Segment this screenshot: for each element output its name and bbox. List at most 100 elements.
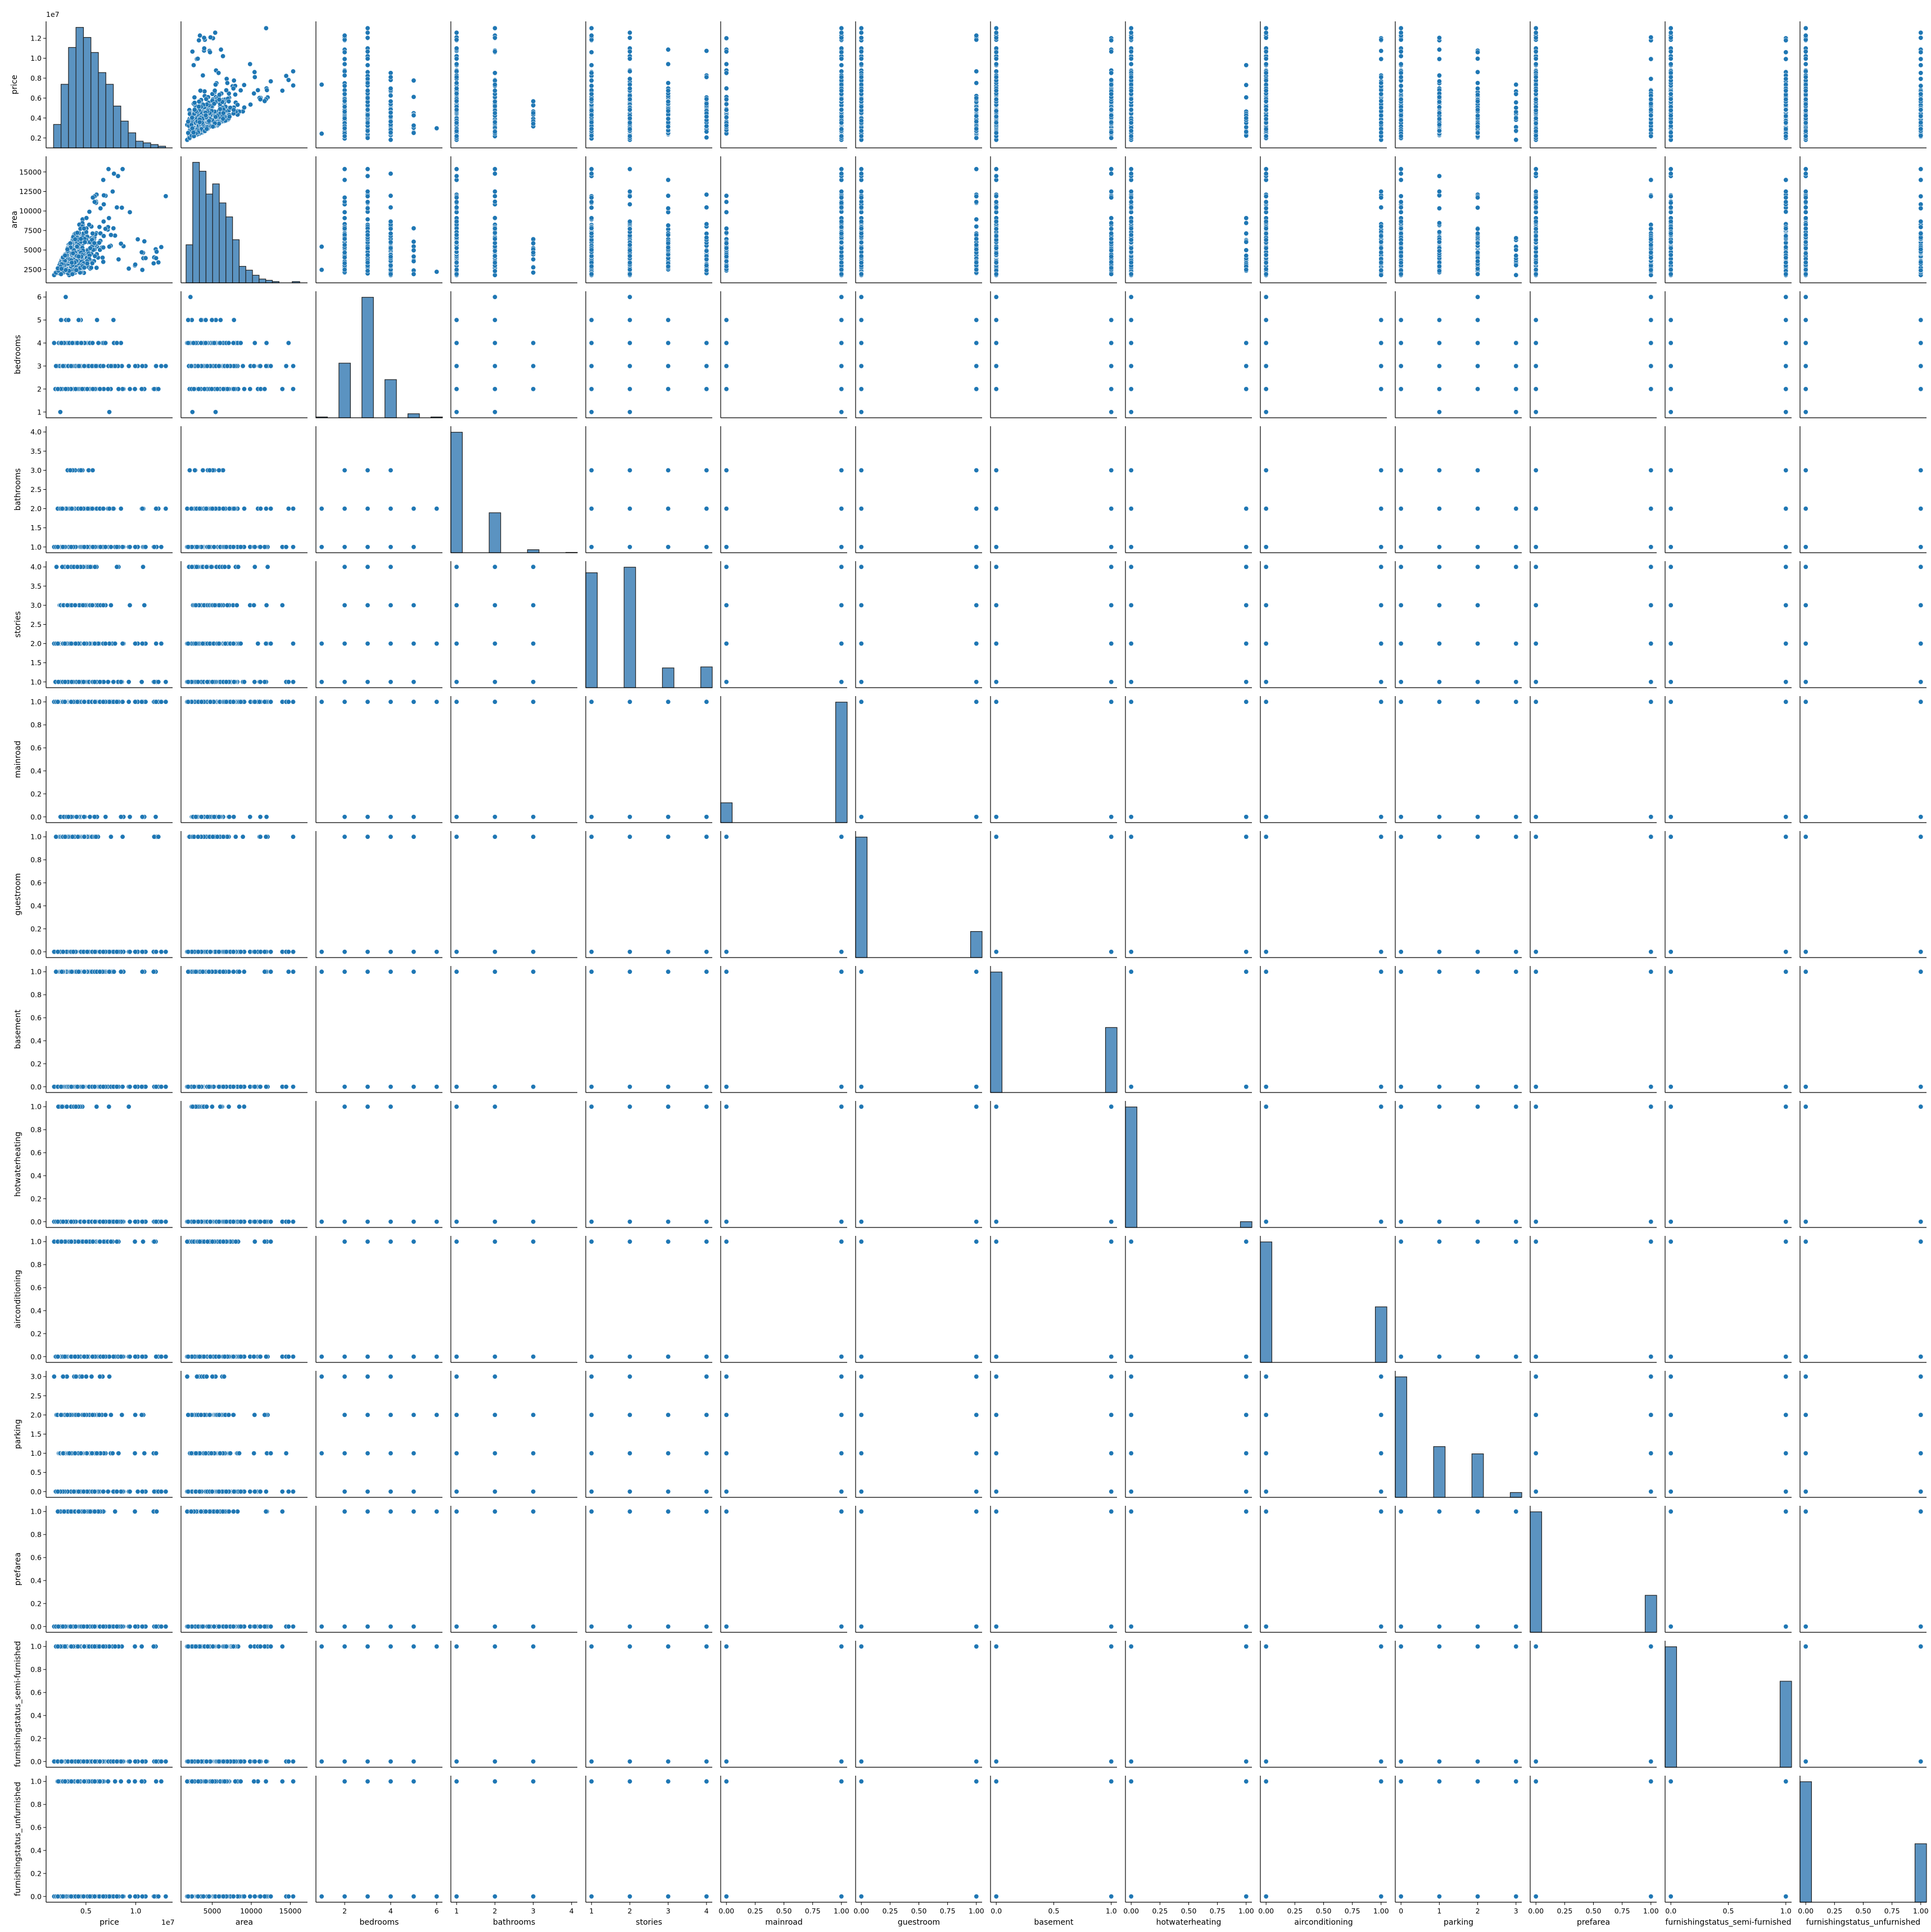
scatter-point [67, 241, 73, 246]
scatter-point [212, 82, 218, 88]
scatter-point [119, 205, 125, 210]
scatter-point [388, 74, 394, 80]
scatter-point [839, 127, 844, 132]
scatter-point [1378, 56, 1384, 62]
scatter-point [1533, 133, 1539, 138]
scatter-point [106, 215, 112, 221]
scatter-point [1378, 120, 1384, 125]
cell-price-vs-guestroom [855, 21, 982, 148]
scatter-point [589, 49, 594, 55]
scatter-point [207, 34, 213, 40]
scatter-point [1803, 25, 1808, 31]
scatter-point [191, 130, 196, 136]
scatter-point [627, 56, 632, 61]
scatter-point [342, 91, 347, 97]
scatter-point [1668, 49, 1674, 55]
scatter-point [101, 233, 107, 239]
scatter-point [839, 25, 844, 31]
scatter-point [231, 78, 237, 83]
scatter-point [203, 96, 209, 102]
scatter-point [1109, 49, 1114, 55]
scatter-point [1475, 130, 1481, 136]
scatter-point [139, 267, 145, 273]
scatter-point [454, 46, 459, 51]
scatter-point [1803, 74, 1808, 80]
scatter-point [974, 107, 979, 112]
scatter-point [454, 61, 459, 67]
scatter-point [156, 260, 161, 265]
scatter-point [1513, 82, 1519, 88]
scatter-point [1668, 96, 1674, 102]
scatter-point [88, 245, 93, 251]
scatter-point [1436, 110, 1442, 116]
scatter-point [1243, 129, 1249, 134]
scatter-point [218, 47, 224, 52]
scatter-point [723, 107, 729, 113]
scatter-point [1263, 98, 1269, 104]
scatter-point [589, 91, 594, 97]
scatter-point [342, 255, 347, 260]
scatter-point [92, 240, 97, 246]
scatter-point [279, 88, 285, 93]
scatter-point [1475, 49, 1481, 55]
scatter-point [589, 133, 594, 138]
scatter-point [201, 35, 207, 40]
scatter-point [224, 80, 230, 86]
scatter-point [1398, 118, 1404, 123]
scatter-point [858, 74, 864, 80]
scatter-point [454, 74, 459, 80]
scatter-point [974, 119, 979, 124]
hist-bar [75, 27, 84, 148]
scatter-point [1475, 113, 1481, 119]
scatter-point [839, 56, 844, 61]
scatter-point [1918, 83, 1924, 89]
scatter-point [159, 244, 164, 250]
scatter-point [73, 236, 78, 242]
scatter-point [365, 268, 370, 274]
scatter-point [120, 166, 125, 172]
scatter-point [839, 107, 844, 112]
scatter-point [192, 100, 197, 106]
hist-bar [135, 141, 144, 148]
scatter-point [252, 69, 257, 75]
scatter-point [454, 173, 459, 179]
scatter-point [84, 261, 90, 267]
cell-area-vs-area [180, 156, 307, 283]
scatter-point [839, 35, 844, 40]
scatter-point [1918, 113, 1924, 119]
scatter-point [238, 88, 243, 93]
scatter-point [627, 133, 632, 139]
scatter-point [723, 85, 729, 91]
scatter-point [388, 93, 394, 98]
scatter-point [365, 62, 370, 68]
scatter-point [248, 102, 254, 107]
hist-bar [143, 142, 151, 148]
scatter-point [365, 135, 370, 141]
scatter-point [723, 49, 729, 55]
scatter-point [342, 166, 347, 172]
scatter-point [993, 97, 999, 102]
scatter-point [993, 25, 999, 31]
scatter-point [454, 107, 459, 112]
scatter-point [189, 125, 195, 131]
scatter-point [1475, 92, 1481, 98]
scatter-point [1263, 88, 1269, 93]
scatter-point [1783, 56, 1789, 62]
scatter-point [207, 49, 213, 55]
scatter-point [110, 189, 115, 195]
scatter-point [1128, 74, 1134, 80]
scatter-point [1533, 49, 1539, 55]
scatter-point [1378, 130, 1384, 136]
scatter-point [1243, 82, 1249, 88]
cell-price-vs-bathrooms [450, 21, 577, 148]
scatter-point [1668, 30, 1674, 35]
scatter-point [92, 199, 97, 205]
scatter-point [74, 244, 80, 250]
scatter-point [342, 33, 347, 38]
scatter-point [1668, 113, 1674, 119]
scatter-point [216, 121, 221, 127]
scatter-point [1783, 107, 1789, 112]
scatter-point [114, 205, 120, 210]
scatter-point [1378, 91, 1384, 97]
scatter-point [342, 225, 347, 231]
